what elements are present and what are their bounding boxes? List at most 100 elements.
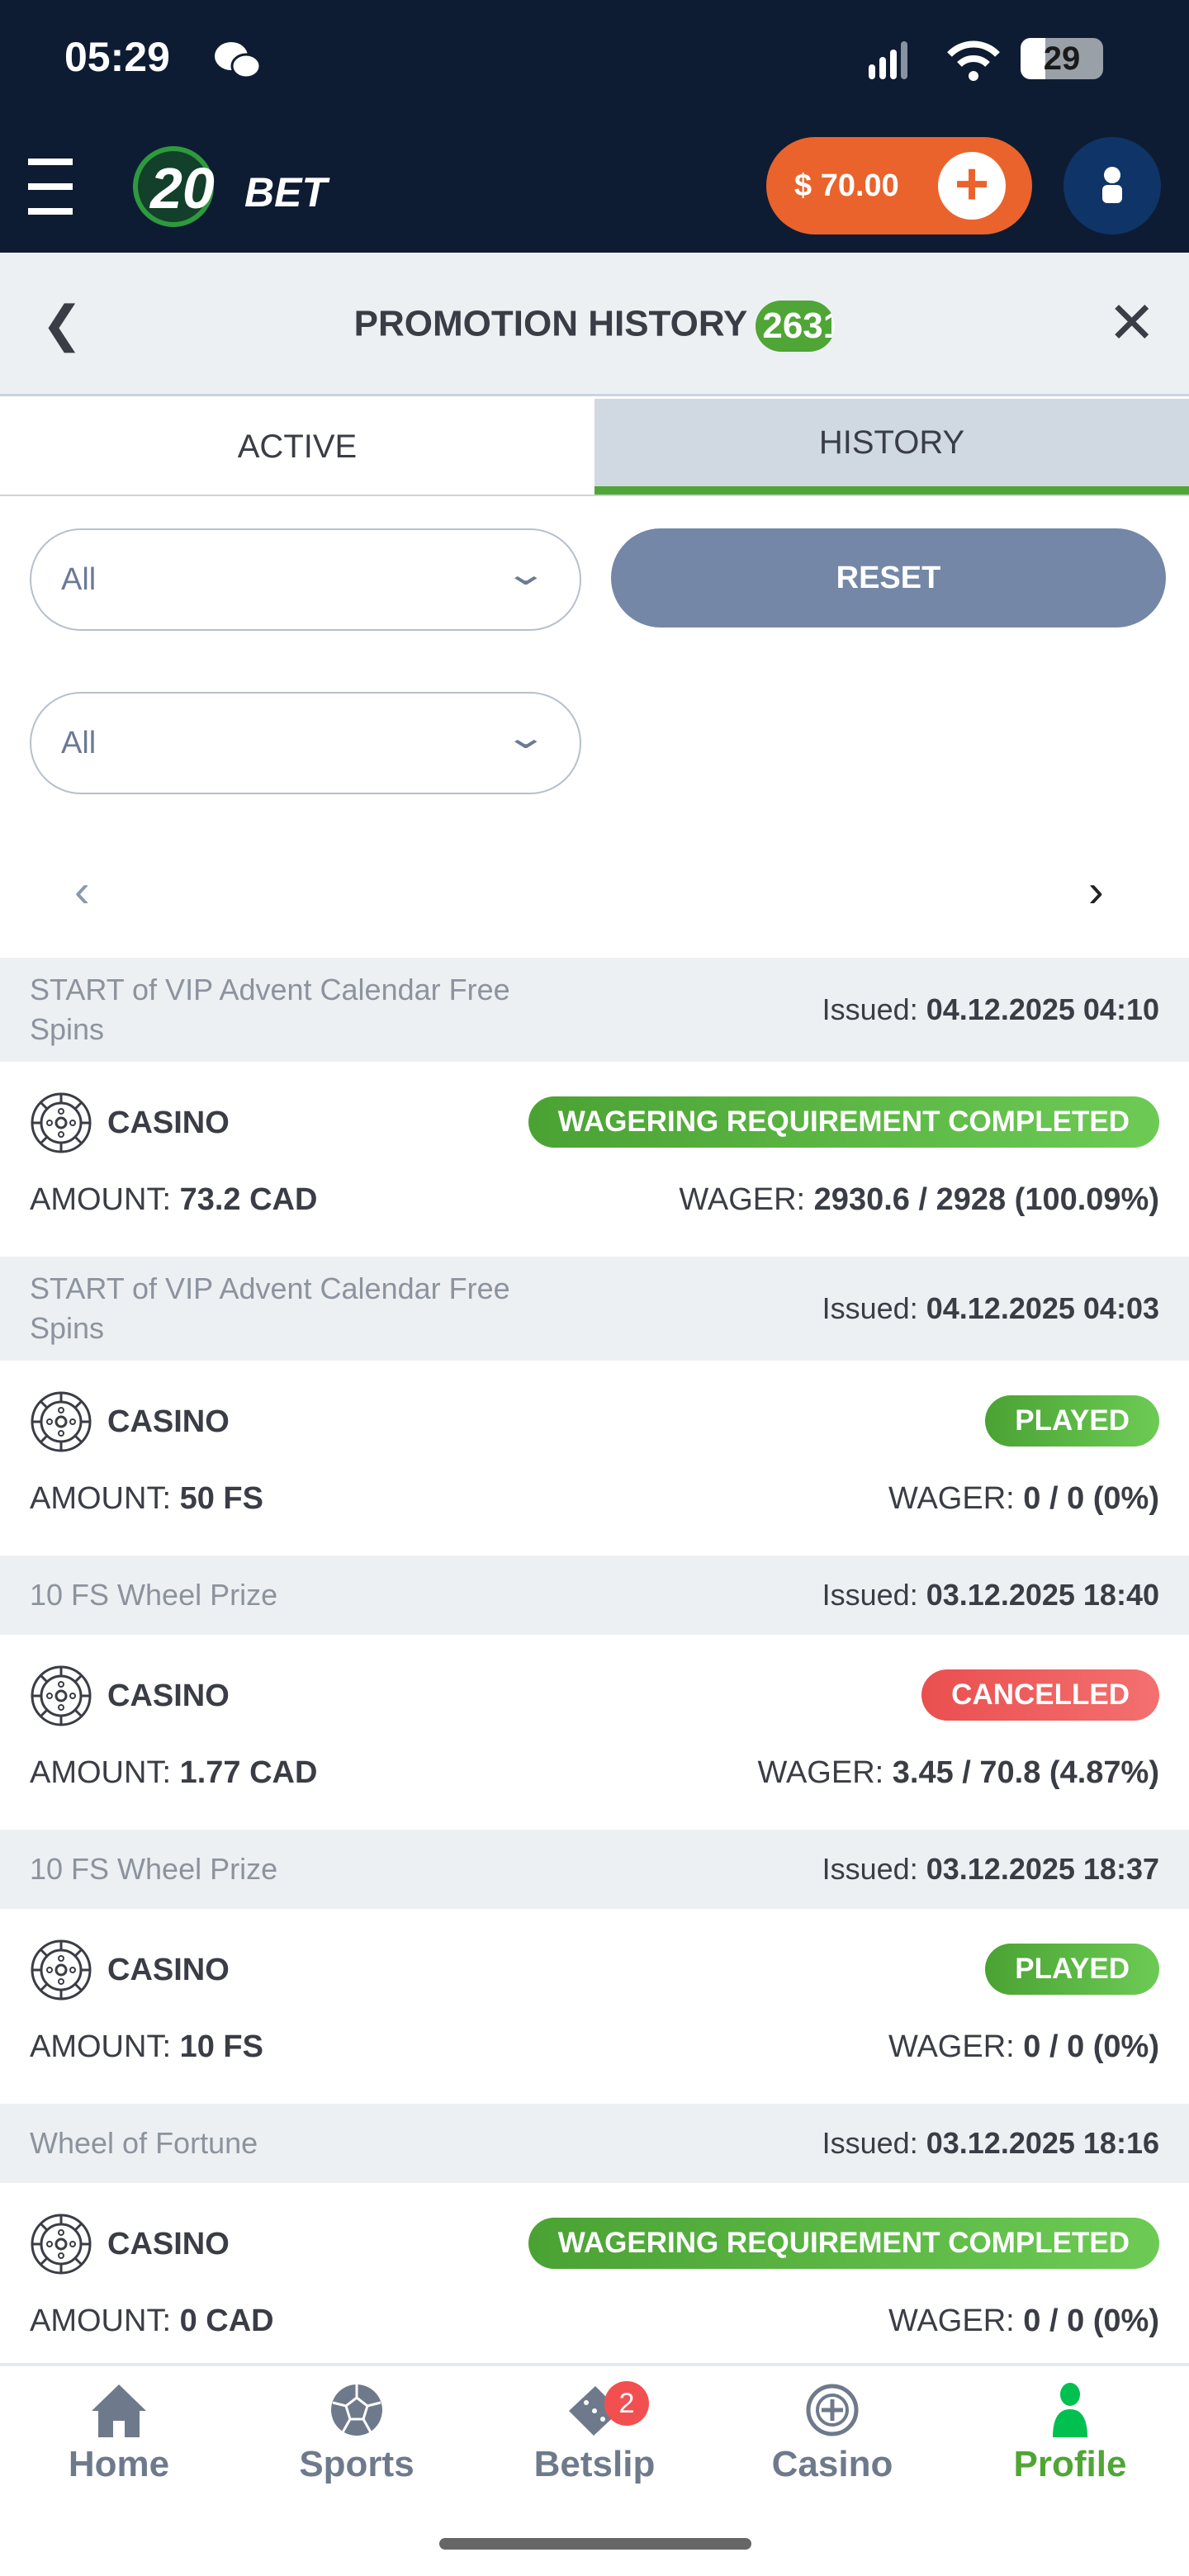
nav-label: Casino xyxy=(771,2444,893,2484)
person-icon xyxy=(1053,2383,1087,2437)
signal-icon xyxy=(869,41,907,79)
amount: AMOUNT: 0 CAD xyxy=(30,2304,274,2338)
prev-page-icon[interactable]: ‹ xyxy=(74,864,90,916)
nav-casino[interactable]: Casino xyxy=(713,2366,951,2576)
nav-profile[interactable]: Profile xyxy=(951,2366,1189,2576)
promotion-header: 10 FS Wheel Prize Issued: 03.12.2025 18:… xyxy=(0,1830,1189,1909)
roulette-icon xyxy=(31,2214,92,2275)
amount: AMOUNT: 73.2 CAD xyxy=(30,1182,318,1217)
deposit-button[interactable]: $ 70.00 + xyxy=(766,137,1032,234)
promotion-name: 10 FS Wheel Prize xyxy=(30,1578,278,1612)
status-bar: 05:29 29 xyxy=(0,0,1189,107)
status-badge: WAGERING REQUIREMENT COMPLETED xyxy=(528,2218,1159,2269)
category: CASINO xyxy=(30,1939,230,2001)
wager: WAGER: 0 / 0 (0%) xyxy=(888,1481,1159,1516)
category: CASINO xyxy=(30,1664,230,1727)
promotion-header: START of VIP Advent Calendar Free Spins … xyxy=(0,958,1189,1062)
wager: WAGER: 3.45 / 70.8 (4.87%) xyxy=(757,1755,1160,1790)
wager: WAGER: 2930.6 / 2928 (100.09%) xyxy=(679,1182,1159,1217)
balance-amount: $ 70.00 xyxy=(794,168,899,203)
filter-select-2[interactable]: All ⌄ xyxy=(30,692,581,794)
app-header: 20 BET $ 70.00 + xyxy=(0,107,1189,253)
nav-label: Home xyxy=(68,2444,170,2484)
amount: AMOUNT: 10 FS xyxy=(30,2029,263,2064)
tab-bar: ACTIVE HISTORY xyxy=(0,399,1189,496)
promotion-name: Wheel of Fortune xyxy=(30,2126,258,2160)
status-badge: CANCELLED xyxy=(921,1669,1159,1721)
title-bar: ❮ PROMOTION HISTORY 2631 ✕ xyxy=(0,253,1189,396)
status-badge: WAGERING REQUIREMENT COMPLETED xyxy=(528,1096,1159,1148)
promotion-name: START of VIP Advent Calendar Free Spins xyxy=(30,1271,510,1345)
wager: WAGER: 0 / 0 (0%) xyxy=(888,2029,1159,2064)
promotion-header: 10 FS Wheel Prize Issued: 03.12.2025 18:… xyxy=(0,1556,1189,1635)
category: CASINO xyxy=(30,1390,230,1453)
nav-label: Profile xyxy=(1013,2444,1127,2484)
issued-date: Issued: 04.12.2025 04:10 xyxy=(822,992,1159,1026)
tab-active[interactable]: ACTIVE xyxy=(237,428,358,465)
issued-date: Issued: 03.12.2025 18:40 xyxy=(822,1578,1159,1612)
betslip-count-badge: 2 xyxy=(604,2381,649,2426)
battery-icon: 29 xyxy=(1021,38,1103,79)
promotion-header: Wheel of Fortune Issued: 03.12.2025 18:1… xyxy=(0,2104,1189,2183)
chevron-down-icon: ⌄ xyxy=(504,719,549,755)
category-label: CASINO xyxy=(107,1952,230,1987)
close-icon[interactable]: ✕ xyxy=(1107,291,1156,355)
clock: 05:29 xyxy=(64,34,170,80)
filter-select-1[interactable]: All ⌄ xyxy=(30,528,581,631)
category-label: CASINO xyxy=(107,1678,230,1713)
title-text: PROMOTION HISTORY xyxy=(353,303,748,344)
home-icon xyxy=(92,2384,146,2437)
promotion-list: START of VIP Advent Calendar Free Spins … xyxy=(0,958,1189,2378)
promotion-card[interactable]: CASINO PLAYED AMOUNT: 10 FS WAGER: 0 / 0… xyxy=(0,1909,1189,2104)
user-icon xyxy=(1102,167,1122,203)
wechat-icon xyxy=(215,42,262,79)
nav-sports[interactable]: Sports xyxy=(238,2366,476,2576)
soccer-ball-icon xyxy=(331,2384,382,2436)
category: CASINO xyxy=(30,1091,230,1154)
roulette-icon xyxy=(806,2384,859,2436)
chevron-down-icon: ⌄ xyxy=(504,556,549,592)
nav-label: Sports xyxy=(299,2444,414,2484)
promotion-header: START of VIP Advent Calendar Free Spins … xyxy=(0,1257,1189,1361)
amount: AMOUNT: 1.77 CAD xyxy=(30,1755,318,1790)
issued-date: Issued: 03.12.2025 18:37 xyxy=(822,1852,1159,1886)
page-title: PROMOTION HISTORY 2631 xyxy=(0,301,1189,352)
roulette-icon xyxy=(31,1665,92,1726)
category-label: CASINO xyxy=(107,2226,230,2261)
nav-home[interactable]: Home xyxy=(0,2366,238,2576)
promotion-name: 10 FS Wheel Prize xyxy=(30,1852,278,1886)
roulette-icon xyxy=(31,1939,92,2001)
issued-date: Issued: 04.12.2025 04:03 xyxy=(822,1291,1159,1325)
wager: WAGER: 0 / 0 (0%) xyxy=(888,2304,1159,2338)
promotion-card[interactable]: CASINO WAGERING REQUIREMENT COMPLETED AM… xyxy=(0,2183,1189,2378)
promotion-card[interactable]: CASINO WAGERING REQUIREMENT COMPLETED AM… xyxy=(0,1062,1189,1257)
reset-button[interactable]: RESET xyxy=(611,528,1166,627)
promotion-card[interactable]: CASINO PLAYED AMOUNT: 50 FS WAGER: 0 / 0… xyxy=(0,1361,1189,1556)
svg-text:BET: BET xyxy=(244,169,330,215)
amount: AMOUNT: 50 FS xyxy=(30,1481,263,1516)
menu-icon[interactable] xyxy=(28,159,73,215)
category: CASINO xyxy=(30,2213,230,2275)
category-label: CASINO xyxy=(107,1105,230,1140)
svg-text:20: 20 xyxy=(149,156,215,220)
nav-label: Betslip xyxy=(533,2444,656,2484)
issued-date: Issued: 03.12.2025 18:16 xyxy=(822,2126,1159,2160)
battery-level: 29 xyxy=(1043,40,1081,77)
filter-value: All xyxy=(61,561,97,597)
wifi-icon xyxy=(947,40,1000,81)
nav-betslip[interactable]: 2 Betslip xyxy=(476,2366,713,2576)
account-button[interactable] xyxy=(1063,137,1161,234)
promotion-name: START of VIP Advent Calendar Free Spins xyxy=(30,973,510,1046)
roulette-icon xyxy=(31,1391,92,1452)
promotion-card[interactable]: CASINO CANCELLED AMOUNT: 1.77 CAD WAGER:… xyxy=(0,1635,1189,1830)
home-indicator[interactable] xyxy=(439,2538,751,2550)
filter-value: All xyxy=(61,725,97,760)
category-label: CASINO xyxy=(107,1404,230,1439)
next-page-icon[interactable]: › xyxy=(1088,864,1104,916)
brand-logo[interactable]: 20 BET xyxy=(132,140,339,231)
plus-icon: + xyxy=(938,152,1006,220)
count-badge: 2631 xyxy=(756,301,836,352)
status-badge: PLAYED xyxy=(985,1395,1159,1447)
back-icon[interactable]: ❮ xyxy=(41,296,83,352)
tab-history[interactable]: HISTORY xyxy=(594,399,1189,495)
